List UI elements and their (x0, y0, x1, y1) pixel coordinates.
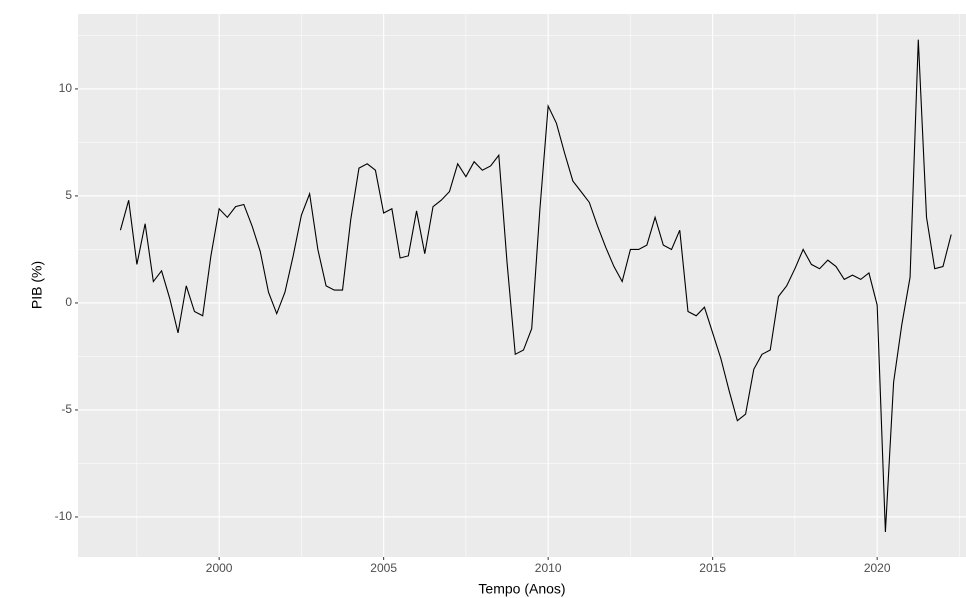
x-tick-label: 2005 (370, 561, 397, 575)
x-tick-label: 2000 (206, 561, 233, 575)
x-tick-label: 2020 (864, 561, 891, 575)
x-axis-title: Tempo (Anos) (478, 581, 565, 597)
y-tick-label: 10 (59, 81, 73, 95)
y-tick-label: -10 (55, 509, 73, 523)
y-tick-label: -5 (61, 402, 72, 416)
y-tick-label: 5 (65, 188, 72, 202)
panel (78, 14, 966, 557)
y-tick-label: 0 (65, 295, 72, 309)
y-axis-title: PIB (%) (29, 261, 45, 309)
x-tick-label: 2015 (699, 561, 726, 575)
x-tick-label: 2010 (535, 561, 562, 575)
data-line (119, 39, 952, 532)
